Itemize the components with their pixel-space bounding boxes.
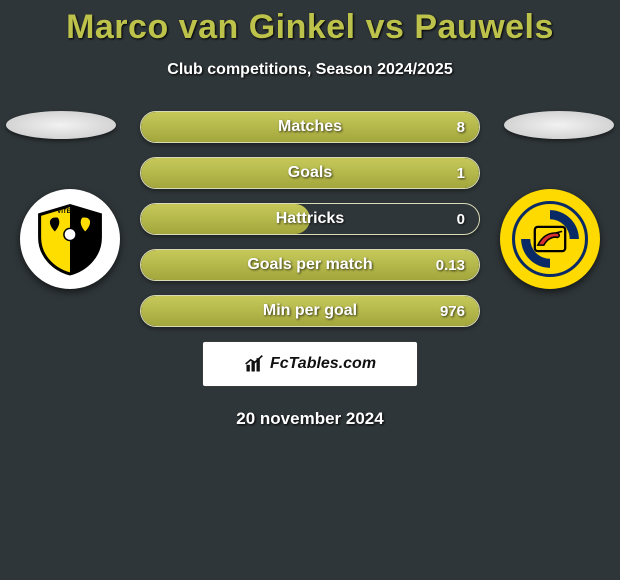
club-crest-left: VITESSE bbox=[20, 189, 120, 289]
vitesse-crest-icon: VITESSE bbox=[32, 201, 108, 277]
brand-pill[interactable]: FcTables.com bbox=[202, 341, 418, 387]
stat-row: Matches8 bbox=[140, 111, 480, 143]
stats-list: Matches8Goals1Hattricks0Goals per match0… bbox=[140, 111, 480, 327]
stat-value: 0.13 bbox=[436, 250, 465, 280]
stat-label: Goals per match bbox=[141, 250, 479, 280]
stat-row: Min per goal976 bbox=[140, 295, 480, 327]
stat-value: 976 bbox=[440, 296, 465, 326]
stat-value: 1 bbox=[457, 158, 465, 188]
date-line: 20 november 2024 bbox=[0, 409, 620, 429]
stat-row: Hattricks0 bbox=[140, 203, 480, 235]
svg-text:VITESSE: VITESSE bbox=[57, 208, 83, 215]
brand-chart-icon bbox=[244, 354, 264, 374]
player-slot-left bbox=[6, 111, 116, 139]
stat-value: 0 bbox=[457, 204, 465, 234]
player-slot-right bbox=[504, 111, 614, 139]
cambuur-crest-icon bbox=[512, 201, 588, 277]
comparison-stage: VITESSE Matches8 Goals1 Hattricks0 Goals pe… bbox=[0, 111, 620, 429]
brand-label: FcTables.com bbox=[270, 355, 376, 373]
stat-label: Matches bbox=[141, 112, 479, 142]
subtitle: Club competitions, Season 2024/2025 bbox=[0, 61, 620, 79]
stat-label: Min per goal bbox=[141, 296, 479, 326]
stat-row: Goals per match0.13 bbox=[140, 249, 480, 281]
stat-value: 8 bbox=[457, 112, 465, 142]
stat-label: Goals bbox=[141, 158, 479, 188]
stat-label: Hattricks bbox=[141, 204, 479, 234]
stat-row: Goals1 bbox=[140, 157, 480, 189]
club-crest-right bbox=[500, 189, 600, 289]
page-title: Marco van Ginkel vs Pauwels bbox=[0, 0, 620, 47]
